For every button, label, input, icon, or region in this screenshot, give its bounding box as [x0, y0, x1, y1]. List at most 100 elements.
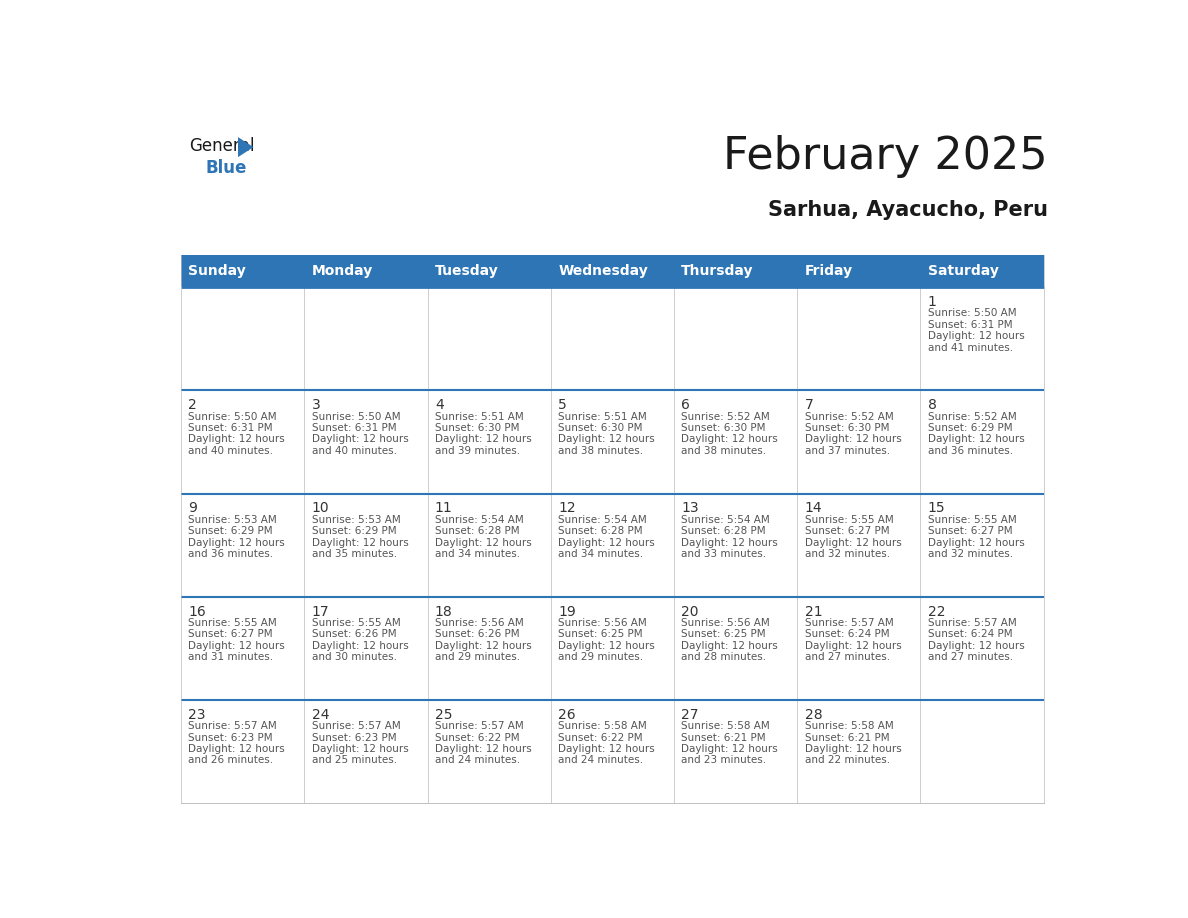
Text: and 28 minutes.: and 28 minutes.	[682, 652, 766, 662]
Text: and 24 minutes.: and 24 minutes.	[558, 756, 643, 766]
Text: 19: 19	[558, 604, 576, 619]
Bar	[304, 390, 428, 494]
Bar	[797, 287, 921, 390]
Text: Daylight: 12 hours: Daylight: 12 hours	[928, 538, 1024, 547]
Text: Daylight: 12 hours: Daylight: 12 hours	[311, 641, 409, 651]
Text: and 35 minutes.: and 35 minutes.	[311, 549, 397, 559]
Text: Thursday: Thursday	[682, 264, 754, 278]
Bar	[797, 390, 921, 494]
Text: 4: 4	[435, 398, 443, 412]
Text: Sunset: 6:28 PM: Sunset: 6:28 PM	[682, 526, 766, 536]
Text: 25: 25	[435, 708, 453, 722]
Text: and 40 minutes.: and 40 minutes.	[189, 446, 273, 456]
Bar	[797, 700, 921, 803]
Text: Sunset: 6:30 PM: Sunset: 6:30 PM	[558, 423, 643, 433]
Text: Sunset: 6:28 PM: Sunset: 6:28 PM	[435, 526, 519, 536]
Text: Daylight: 12 hours: Daylight: 12 hours	[189, 641, 285, 651]
Text: Daylight: 12 hours: Daylight: 12 hours	[558, 538, 655, 547]
Text: 21: 21	[804, 604, 822, 619]
Text: Sunrise: 5:55 AM: Sunrise: 5:55 AM	[928, 515, 1017, 525]
Text: and 37 minutes.: and 37 minutes.	[804, 446, 890, 456]
Bar	[797, 255, 921, 287]
Text: Sunday: Sunday	[189, 264, 246, 278]
Text: Daylight: 12 hours: Daylight: 12 hours	[928, 641, 1024, 651]
Text: Daylight: 12 hours: Daylight: 12 hours	[804, 434, 902, 444]
Text: Friday: Friday	[804, 264, 853, 278]
Text: Sunrise: 5:58 AM: Sunrise: 5:58 AM	[682, 722, 770, 731]
Text: Daylight: 12 hours: Daylight: 12 hours	[682, 434, 778, 444]
Text: Sunrise: 5:57 AM: Sunrise: 5:57 AM	[804, 618, 893, 628]
Text: Daylight: 12 hours: Daylight: 12 hours	[189, 744, 285, 754]
Bar	[304, 494, 428, 597]
Text: Sunrise: 5:54 AM: Sunrise: 5:54 AM	[682, 515, 770, 525]
Bar	[304, 700, 428, 803]
Text: Daylight: 12 hours: Daylight: 12 hours	[435, 641, 532, 651]
Bar	[304, 597, 428, 700]
Bar	[181, 287, 304, 390]
Text: Sunset: 6:27 PM: Sunset: 6:27 PM	[928, 526, 1012, 536]
Bar	[181, 255, 304, 287]
Bar	[674, 597, 797, 700]
Text: Sunset: 6:30 PM: Sunset: 6:30 PM	[804, 423, 889, 433]
Text: Daylight: 12 hours: Daylight: 12 hours	[311, 434, 409, 444]
Text: 27: 27	[682, 708, 699, 722]
Text: Blue: Blue	[206, 159, 247, 176]
Text: and 22 minutes.: and 22 minutes.	[804, 756, 890, 766]
Text: Sunset: 6:29 PM: Sunset: 6:29 PM	[928, 423, 1012, 433]
Bar	[551, 494, 674, 597]
Text: Sunrise: 5:52 AM: Sunrise: 5:52 AM	[928, 411, 1017, 421]
Text: Sunrise: 5:54 AM: Sunrise: 5:54 AM	[558, 515, 647, 525]
Bar	[551, 390, 674, 494]
Bar	[551, 597, 674, 700]
Bar	[921, 597, 1043, 700]
Text: and 27 minutes.: and 27 minutes.	[928, 652, 1013, 662]
Text: Sunset: 6:25 PM: Sunset: 6:25 PM	[558, 630, 643, 639]
Bar	[428, 494, 551, 597]
Text: Sunrise: 5:52 AM: Sunrise: 5:52 AM	[682, 411, 770, 421]
Text: Sunset: 6:26 PM: Sunset: 6:26 PM	[435, 630, 519, 639]
Text: and 41 minutes.: and 41 minutes.	[928, 342, 1013, 353]
Text: 26: 26	[558, 708, 576, 722]
Bar	[181, 390, 304, 494]
Text: Sunset: 6:27 PM: Sunset: 6:27 PM	[189, 630, 273, 639]
Text: and 27 minutes.: and 27 minutes.	[804, 652, 890, 662]
Text: 11: 11	[435, 501, 453, 515]
Text: Sunrise: 5:53 AM: Sunrise: 5:53 AM	[311, 515, 400, 525]
Text: and 39 minutes.: and 39 minutes.	[435, 446, 520, 456]
Text: Sunset: 6:28 PM: Sunset: 6:28 PM	[558, 526, 643, 536]
Text: Sunset: 6:30 PM: Sunset: 6:30 PM	[435, 423, 519, 433]
Text: 18: 18	[435, 604, 453, 619]
Text: 2: 2	[189, 398, 197, 412]
Bar	[921, 255, 1043, 287]
Text: Daylight: 12 hours: Daylight: 12 hours	[189, 434, 285, 444]
Text: and 36 minutes.: and 36 minutes.	[928, 446, 1013, 456]
Text: 6: 6	[682, 398, 690, 412]
Bar	[921, 700, 1043, 803]
Text: Sunrise: 5:55 AM: Sunrise: 5:55 AM	[804, 515, 893, 525]
Text: 16: 16	[189, 604, 207, 619]
Text: Sunrise: 5:54 AM: Sunrise: 5:54 AM	[435, 515, 524, 525]
Text: 5: 5	[558, 398, 567, 412]
Text: and 29 minutes.: and 29 minutes.	[558, 652, 643, 662]
Text: and 34 minutes.: and 34 minutes.	[558, 549, 643, 559]
Text: Sunrise: 5:55 AM: Sunrise: 5:55 AM	[189, 618, 277, 628]
Text: and 25 minutes.: and 25 minutes.	[311, 756, 397, 766]
Text: Sunset: 6:25 PM: Sunset: 6:25 PM	[682, 630, 766, 639]
Bar	[797, 597, 921, 700]
Text: Sunrise: 5:50 AM: Sunrise: 5:50 AM	[928, 308, 1017, 319]
Text: Sunset: 6:30 PM: Sunset: 6:30 PM	[682, 423, 766, 433]
Text: Sunset: 6:23 PM: Sunset: 6:23 PM	[311, 733, 397, 743]
Bar	[428, 597, 551, 700]
Bar	[674, 390, 797, 494]
Text: Sunset: 6:24 PM: Sunset: 6:24 PM	[928, 630, 1012, 639]
Text: Sunset: 6:31 PM: Sunset: 6:31 PM	[311, 423, 397, 433]
Bar	[551, 700, 674, 803]
Text: Daylight: 12 hours: Daylight: 12 hours	[558, 744, 655, 754]
Text: Daylight: 12 hours: Daylight: 12 hours	[558, 434, 655, 444]
Text: Daylight: 12 hours: Daylight: 12 hours	[928, 331, 1024, 341]
Bar	[551, 255, 674, 287]
Text: and 30 minutes.: and 30 minutes.	[311, 652, 397, 662]
Text: 10: 10	[311, 501, 329, 515]
Text: Sunrise: 5:56 AM: Sunrise: 5:56 AM	[558, 618, 647, 628]
Text: 17: 17	[311, 604, 329, 619]
